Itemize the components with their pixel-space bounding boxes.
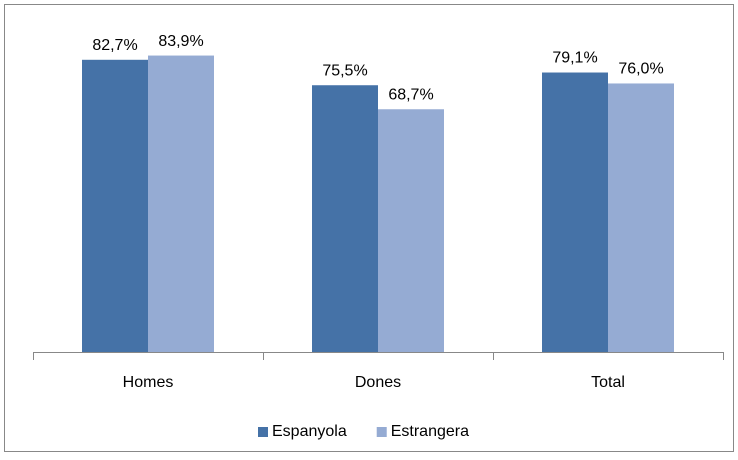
data-label: 83,9% bbox=[158, 33, 203, 50]
bar bbox=[312, 85, 378, 352]
x-tick-label: Homes bbox=[123, 374, 174, 391]
bar bbox=[82, 59, 148, 352]
legend-swatch bbox=[258, 427, 268, 437]
data-label: 79,1% bbox=[552, 50, 597, 67]
bar bbox=[542, 72, 608, 352]
x-tick-label: Dones bbox=[355, 374, 401, 391]
bar bbox=[608, 83, 674, 352]
data-label: 76,0% bbox=[618, 61, 663, 78]
x-tick-label: Total bbox=[591, 374, 625, 391]
legend-label: Estrangera bbox=[391, 423, 469, 440]
bar bbox=[148, 55, 214, 352]
legend-label: Espanyola bbox=[272, 423, 347, 440]
data-label: 75,5% bbox=[322, 62, 367, 79]
data-label: 68,7% bbox=[388, 86, 433, 103]
bar bbox=[378, 109, 444, 352]
legend-swatch bbox=[376, 427, 387, 437]
data-label: 82,7% bbox=[92, 37, 137, 54]
